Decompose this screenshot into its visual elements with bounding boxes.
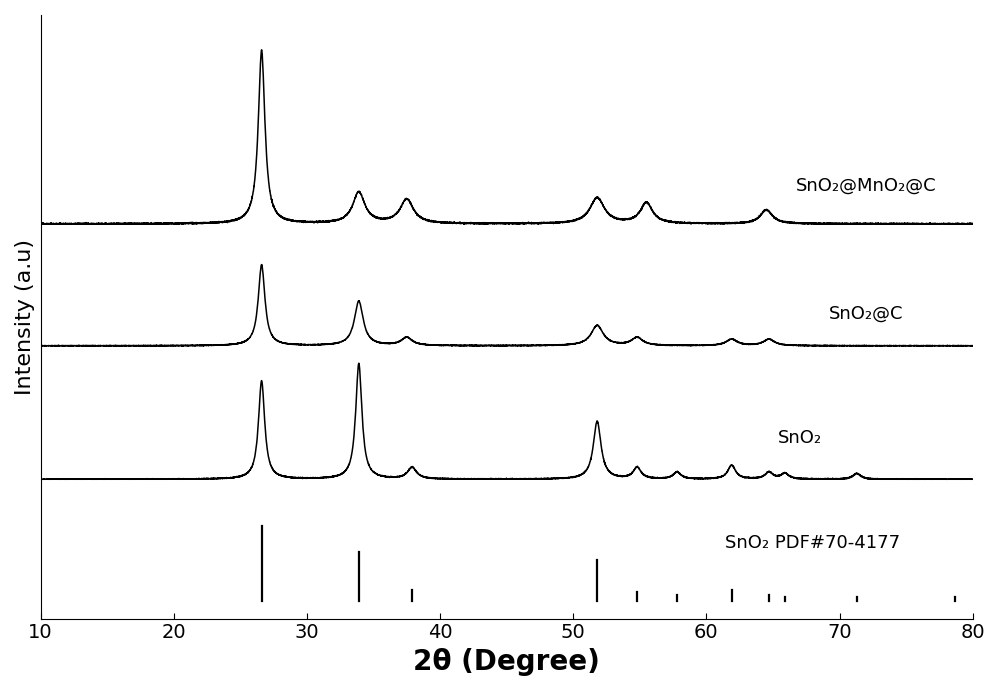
Text: SnO₂@MnO₂@C: SnO₂@MnO₂@C <box>796 177 936 195</box>
Text: SnO₂ PDF#70-4177: SnO₂ PDF#70-4177 <box>725 534 900 552</box>
Text: SnO₂@C: SnO₂@C <box>829 305 903 323</box>
Text: SnO₂: SnO₂ <box>778 429 822 447</box>
X-axis label: 2θ (Degree): 2θ (Degree) <box>413 648 600 676</box>
Y-axis label: Intensity (a.u): Intensity (a.u) <box>15 239 35 395</box>
